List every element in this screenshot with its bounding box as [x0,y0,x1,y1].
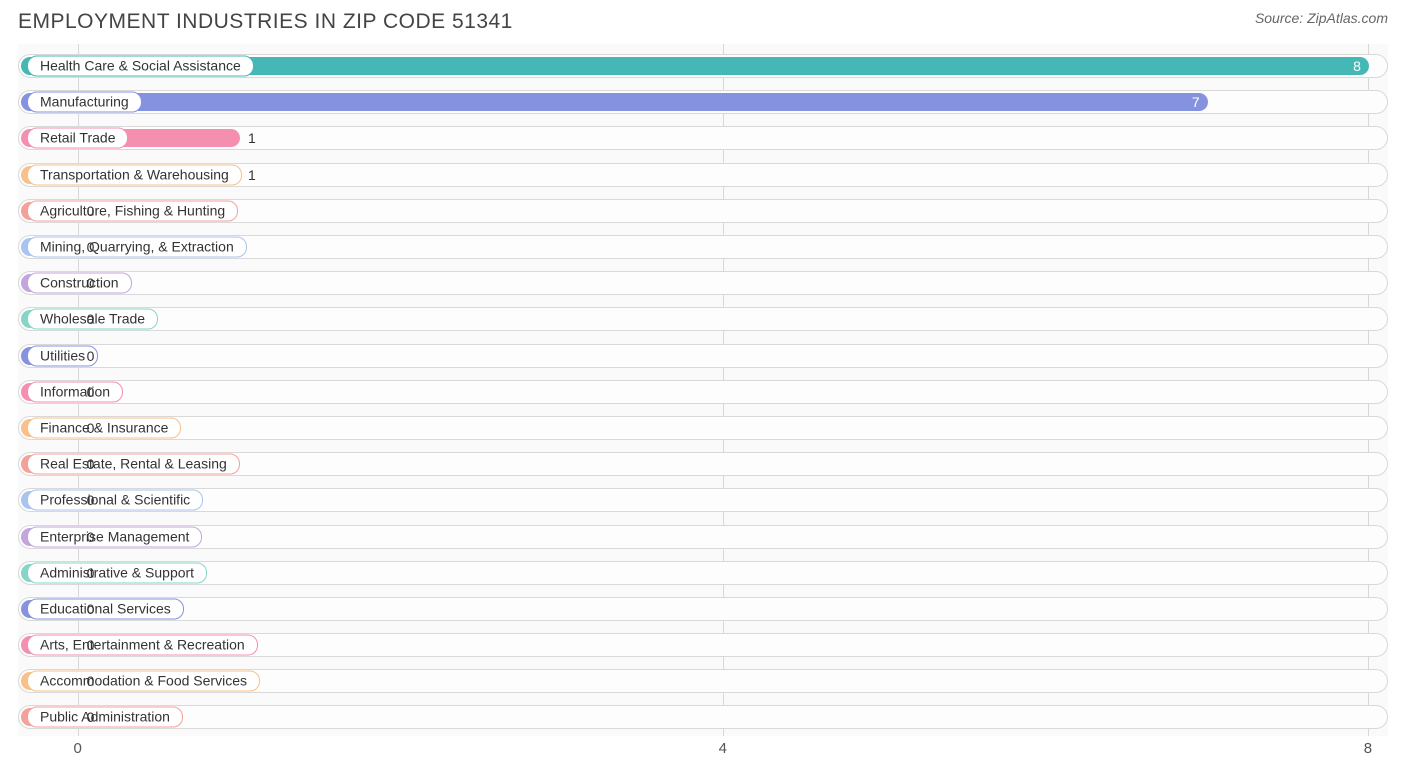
value-label: 0 [87,709,95,725]
chart-source: Source: ZipAtlas.com [1255,10,1388,26]
bar-row: Transportation & Warehousing 1 [18,157,1388,193]
bar-track: Accommodation & Food Services0 [18,669,1388,693]
bar-row: Construction0 [18,265,1388,301]
x-tick-label: 4 [719,740,727,757]
bar-row: Utilities0 [18,338,1388,374]
x-tick-label: 8 [1364,740,1372,757]
bar-row: Finance & Insurance0 [18,410,1388,446]
value-label: 0 [87,311,95,327]
bar-row: Educational Services0 [18,591,1388,627]
bar-row: Mining, Quarrying, & Extraction0 [18,229,1388,265]
value-label: 7 [1192,94,1200,110]
bar-row: Retail Trade 1 [18,120,1388,156]
category-label: Accommodation & Food Services [27,671,260,692]
value-label: 0 [87,384,95,400]
category-label: Transportation & Warehousing [27,164,242,185]
value-label: 0 [87,420,95,436]
category-label: Agriculture, Fishing & Hunting [27,200,238,221]
bar-track: Information0 [18,380,1388,404]
bar-fill [21,93,1208,111]
value-label: 8 [1353,58,1361,74]
bar-track: Manufacturing 7 [18,90,1388,114]
chart-title: EMPLOYMENT INDUSTRIES IN ZIP CODE 51341 [18,10,513,34]
value-label: 0 [87,348,95,364]
bar-row: Health Care & Social Assistance 8 [18,48,1388,84]
source-prefix: Source: [1255,10,1307,26]
bar-row: Wholesale Trade0 [18,301,1388,337]
bar-row: Accommodation & Food Services0 [18,663,1388,699]
bar-row: Enterprise Management0 [18,518,1388,554]
bar-track: Administrative & Support0 [18,561,1388,585]
bar-track: Utilities0 [18,344,1388,368]
bar-row: Information0 [18,374,1388,410]
category-label: Educational Services [27,598,184,619]
category-label: Public Administration [27,707,183,728]
category-label: Arts, Entertainment & Recreation [27,635,258,656]
plot-area: Health Care & Social Assistance 8 Manufact… [18,44,1388,736]
bar-track: Wholesale Trade0 [18,307,1388,331]
bar-row: Arts, Entertainment & Recreation0 [18,627,1388,663]
bar-track: Construction0 [18,271,1388,295]
bar-row: Agriculture, Fishing & Hunting0 [18,193,1388,229]
bar-rows: Health Care & Social Assistance 8 Manufact… [18,44,1388,736]
bar-track: Agriculture, Fishing & Hunting0 [18,199,1388,223]
category-label: Administrative & Support [27,562,207,583]
bar-row: Administrative & Support0 [18,555,1388,591]
value-label: 0 [87,529,95,545]
bar-row: Public Administration0 [18,699,1388,735]
bar-track: Enterprise Management0 [18,525,1388,549]
x-axis: 0 4 8 [18,736,1388,764]
value-label: 1 [248,167,256,183]
value-label: 0 [87,203,95,219]
category-label: Finance & Insurance [27,417,181,438]
category-label: Mining, Quarrying, & Extraction [27,237,247,258]
chart-header: EMPLOYMENT INDUSTRIES IN ZIP CODE 51341 … [18,10,1388,34]
category-label: Health Care & Social Assistance [27,56,254,77]
value-label: 1 [248,130,256,146]
value-label: 0 [87,637,95,653]
bar-track: Retail Trade 1 [18,126,1388,150]
bar-row: Professional & Scientific0 [18,482,1388,518]
x-tick-label: 0 [73,740,81,757]
category-label: Construction [27,273,132,294]
bar-row: Real Estate, Rental & Leasing0 [18,446,1388,482]
value-label: 0 [87,492,95,508]
value-label: 0 [87,601,95,617]
bar-track: Professional & Scientific0 [18,488,1388,512]
bar-track: Finance & Insurance0 [18,416,1388,440]
bar-track: Health Care & Social Assistance 8 [18,54,1388,78]
bar-track: Educational Services0 [18,597,1388,621]
category-label: Manufacturing [27,92,142,113]
bar-row: Manufacturing 7 [18,84,1388,120]
category-label: Real Estate, Rental & Leasing [27,454,240,475]
source-name: ZipAtlas.com [1307,10,1388,26]
category-label: Professional & Scientific [27,490,203,511]
category-label: Retail Trade [27,128,128,149]
bar-track: Arts, Entertainment & Recreation0 [18,633,1388,657]
category-label: Enterprise Management [27,526,202,547]
value-label: 0 [87,275,95,291]
bar-track: Real Estate, Rental & Leasing0 [18,452,1388,476]
bar-track: Mining, Quarrying, & Extraction0 [18,235,1388,259]
value-label: 0 [87,239,95,255]
value-label: 0 [87,565,95,581]
value-label: 0 [87,673,95,689]
bar-track: Public Administration0 [18,705,1388,729]
employment-chart: EMPLOYMENT INDUSTRIES IN ZIP CODE 51341 … [0,0,1406,776]
category-label: Information [27,381,123,402]
value-label: 0 [87,456,95,472]
bar-track: Transportation & Warehousing 1 [18,163,1388,187]
